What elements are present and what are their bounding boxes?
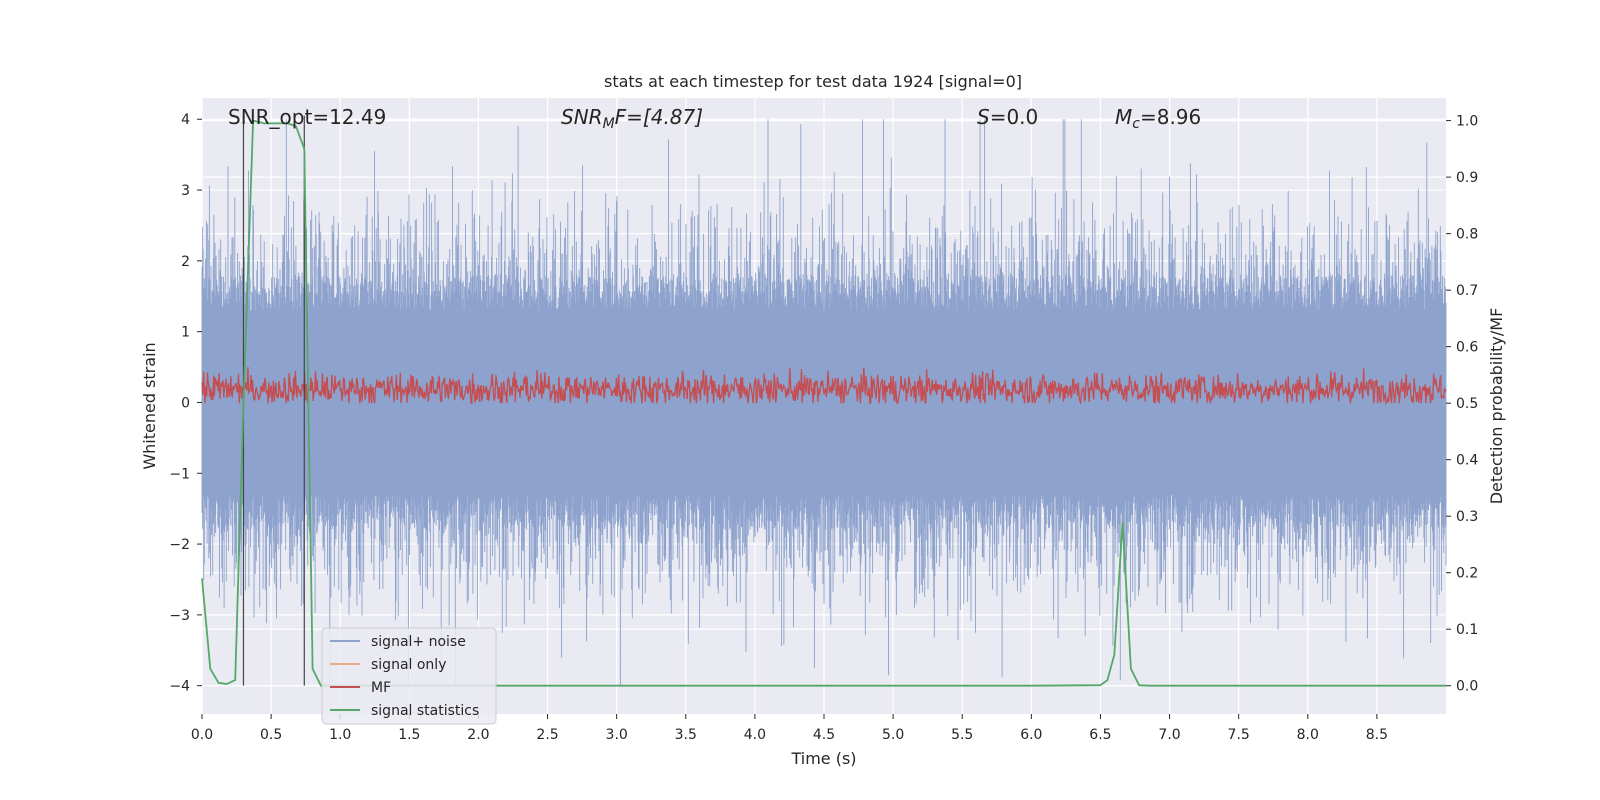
x-tick-label: 6.5 <box>1089 727 1111 743</box>
x-tick-label: 4.5 <box>813 727 835 743</box>
y-left-tick-label: 4 <box>181 112 190 128</box>
y-right-tick-label: 0.1 <box>1456 622 1478 638</box>
x-axis-ticks: 0.0 0.5 1.0 1.5 2.0 2.5 3.0 3.5 4.0 4.5 5.0 5.5 6.0 6… <box>191 714 1388 743</box>
annotation-snr-mf-suffix: F=[4.87] <box>615 105 703 129</box>
x-tick-label: 5.5 <box>951 727 973 743</box>
legend-box <box>321 627 497 725</box>
mf-trace <box>201 366 1447 406</box>
annotation-mc-value: =8.96 <box>1140 105 1201 129</box>
x-tick-label: 1.0 <box>329 727 351 743</box>
y-left-tick-label: 0 <box>181 395 190 411</box>
legend-label-signal-noise: signal+ noise <box>371 634 466 650</box>
x-tick-label: 7.0 <box>1158 727 1180 743</box>
x-tick-label: 2.5 <box>536 727 558 743</box>
y-right-tick-label: 0.9 <box>1456 170 1478 186</box>
x-axis-label: Time (s) <box>790 749 856 768</box>
x-tick-label: 3.0 <box>606 727 628 743</box>
annotation-mc-sub: c <box>1132 116 1140 132</box>
x-tick-label: 3.5 <box>675 727 697 743</box>
x-tick-label: 7.5 <box>1228 727 1250 743</box>
annotation-s-prefix: S <box>977 105 990 129</box>
annotation-s: S=0.0 <box>977 105 1038 129</box>
legend-label-mf: MF <box>371 680 391 696</box>
x-tick-label: 0.5 <box>260 727 282 743</box>
x-tick-label: 8.0 <box>1297 727 1319 743</box>
y-left-tick-label: −4 <box>169 679 190 695</box>
legend: signal+ noise signal only MF signal stat… <box>321 627 497 725</box>
y-left-tick-label: 3 <box>181 183 190 199</box>
y-left-tick-label: 1 <box>181 325 190 341</box>
x-tick-label: 1.5 <box>398 727 420 743</box>
y-right-tick-label: 0.2 <box>1456 566 1478 582</box>
annotation-snr-mf-sub: M <box>603 116 615 132</box>
y-right-tick-label: 0.7 <box>1456 283 1478 299</box>
series-mf <box>201 366 1447 406</box>
y-left-tick-label: −1 <box>169 466 190 482</box>
x-tick-label: 8.5 <box>1366 727 1388 743</box>
y-right-tick-label: 0.8 <box>1456 227 1478 243</box>
annotation-snr-mf-prefix: SNR <box>561 105 603 129</box>
y-axis-left-ticks: 4 3 2 1 0 −1 −2 −3 −4 <box>169 112 202 695</box>
y-axis-left-label: Whitened strain <box>140 342 159 469</box>
annotation-mc: Mc=8.96 <box>1115 105 1201 132</box>
annotation-snr-opt: SNR_opt=12.49 <box>228 105 386 129</box>
y-right-tick-label: 0.3 <box>1456 509 1478 525</box>
y-right-tick-label: 0.5 <box>1456 396 1478 412</box>
legend-label-signal-only: signal only <box>371 657 446 673</box>
y-left-tick-label: −3 <box>169 608 190 624</box>
annotation-s-value: =0.0 <box>990 105 1039 129</box>
annotation-snr-mf: SNRMF=[4.87] <box>561 105 703 132</box>
x-tick-label: 6.0 <box>1020 727 1042 743</box>
y-right-tick-label: 0.0 <box>1456 679 1478 695</box>
y-axis-right-ticks: 1.0 0.9 0.8 0.7 0.6 0.5 0.4 0.3 0.2 0.1 0.0 <box>1446 114 1478 695</box>
y-axis-right-label: Detection probability/MF <box>1487 308 1506 505</box>
y-right-tick-label: 1.0 <box>1456 114 1478 130</box>
legend-label-signal-statistics: signal statistics <box>371 703 479 719</box>
y-left-tick-label: 2 <box>181 254 190 270</box>
x-tick-label: 0.0 <box>191 727 213 743</box>
y-right-tick-label: 0.6 <box>1456 340 1478 356</box>
chart-title: stats at each timestep for test data 192… <box>604 72 1022 91</box>
y-right-tick-label: 0.4 <box>1456 453 1478 469</box>
y-left-tick-label: −2 <box>169 537 190 553</box>
x-tick-label: 5.0 <box>882 727 904 743</box>
annotation-mc-prefix: M <box>1115 105 1132 129</box>
x-tick-label: 2.0 <box>467 727 489 743</box>
x-tick-label: 4.0 <box>744 727 766 743</box>
